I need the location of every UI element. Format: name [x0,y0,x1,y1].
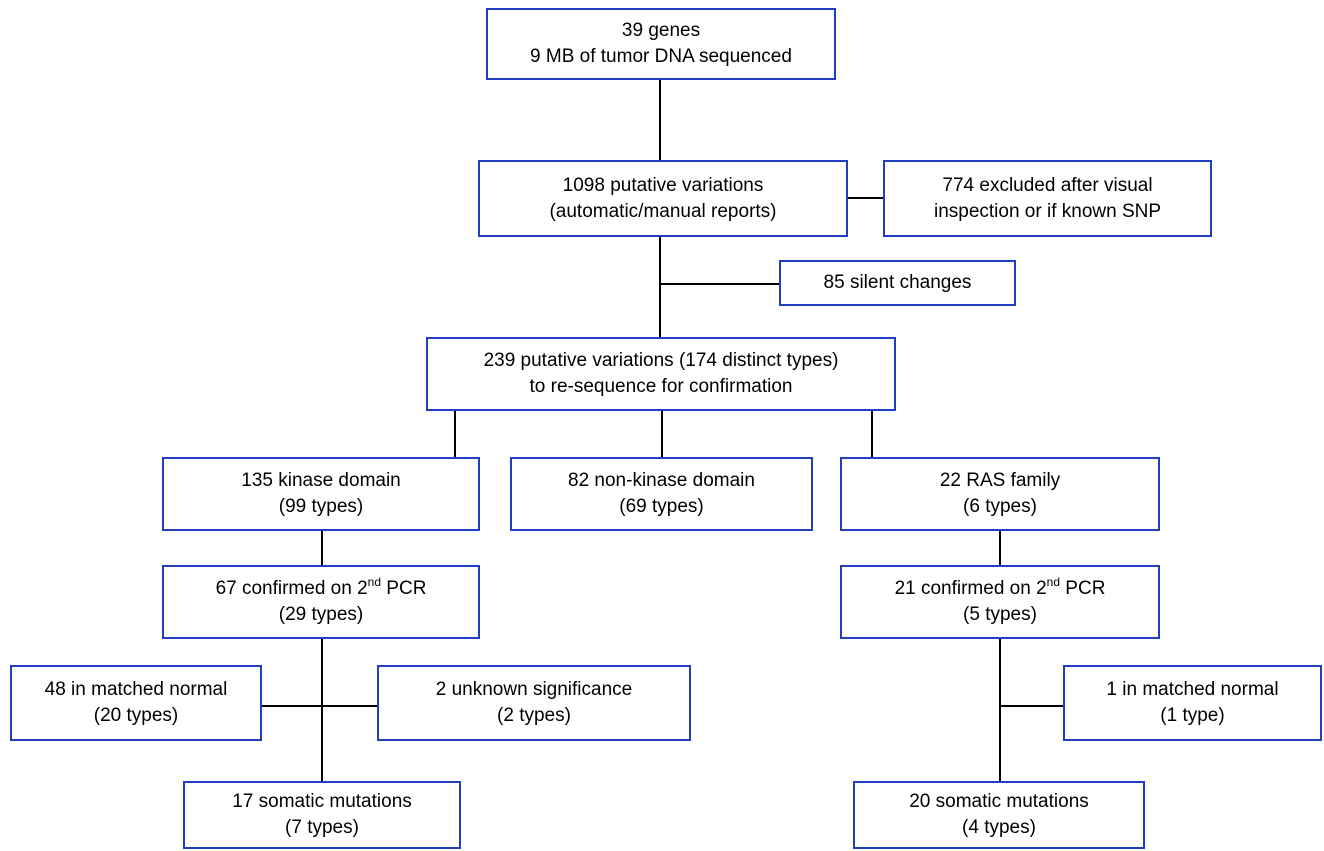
node-excluded-line1: 774 excluded after visual [942,174,1153,196]
node-unknown-line1: 2 unknown significance [435,679,633,700]
node-ras-confirmed-pcr: 21 confirmed on 2nd PCR (5 types) [840,565,1160,639]
node-putative-line2: (automatic/manual reports) [549,200,777,222]
node-resequence-line1: 239 putative variations (174 distinct ty… [483,350,839,371]
node-ras-pcr-line1: 21 confirmed on 2nd PCR [895,576,1106,602]
node-kinase-line1: 135 kinase domain [241,470,401,491]
node-kinase-matched-normal: 48 in matched normal (20 types) [10,665,262,741]
node-somk-line1: 17 somatic mutations [232,791,412,812]
node-somr-line2: (4 types) [962,817,1036,838]
ras-pcr-text-b: PCR [1060,578,1106,599]
node-mnk-line1: 48 in matched normal [44,679,228,700]
node-nonkinase-line1: 82 non-kinase domain [568,470,755,491]
kinase-pcr-ordinal: nd [367,574,382,589]
node-silent-changes: 85 silent changes [779,260,1016,306]
node-non-kinase-domain: 82 non-kinase domain (69 types) [510,457,813,531]
node-putative-line1: 1098 putative variations [562,174,764,196]
node-putative-variations: 1098 putative variations (automatic/manu… [478,160,848,237]
ras-pcr-text-a: 21 confirmed on 2 [894,578,1047,599]
node-kinase-somatic-mutations: 17 somatic mutations (7 types) [183,781,461,849]
node-ras-somatic-mutations: 20 somatic mutations (4 types) [853,781,1145,849]
node-mnr-line1: 1 in matched normal [1106,679,1279,700]
node-excluded-line2: inspection or if known SNP [933,200,1162,222]
node-resequence-line2: to re-sequence for confirmation [529,376,793,397]
node-somr-line1: 20 somatic mutations [909,791,1089,812]
node-unknown-significance: 2 unknown significance (2 types) [377,665,691,741]
node-ras-line1: 22 RAS family [939,470,1061,491]
node-kinase-line2: (99 types) [278,496,364,517]
node-silent-line1: 85 silent changes [823,272,972,293]
node-kinase-pcr-line2: (29 types) [278,604,364,625]
ras-pcr-ordinal: nd [1046,574,1061,589]
node-kinase-pcr-line1: 67 confirmed on 2nd PCR [216,576,427,602]
node-genes-line1: 39 genes [621,20,701,41]
node-kinase-domain: 135 kinase domain (99 types) [162,457,480,531]
node-ras-line2: (6 types) [963,496,1037,517]
node-excluded: 774 excluded after visual inspection or … [883,160,1212,237]
node-genes: 39 genes 9 MB of tumor DNA sequenced [486,8,836,80]
node-kinase-confirmed-pcr: 67 confirmed on 2nd PCR (29 types) [162,565,480,639]
node-genes-line2: 9 MB of tumor DNA sequenced [530,46,792,67]
kinase-pcr-text-a: 67 confirmed on 2 [215,578,368,599]
node-nonkinase-line2: (69 types) [619,496,704,517]
node-somk-line2: (7 types) [285,817,359,838]
node-ras-pcr-line2: (5 types) [963,604,1037,625]
node-unknown-line2: (2 types) [497,705,571,726]
kinase-pcr-text-b: PCR [381,578,427,599]
node-ras-family: 22 RAS family (6 types) [840,457,1160,531]
node-ras-matched-normal: 1 in matched normal (1 type) [1063,665,1322,741]
node-resequence: 239 putative variations (174 distinct ty… [426,337,896,411]
node-mnr-line2: (1 type) [1160,705,1225,726]
node-mnk-line2: (20 types) [93,705,179,726]
